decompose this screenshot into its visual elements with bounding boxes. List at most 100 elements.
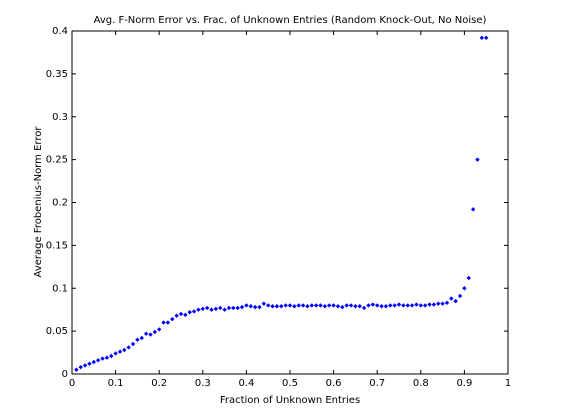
- point: [174, 313, 179, 318]
- point: [300, 303, 306, 308]
- chart-title: Avg. F-Norm Error vs. Frac. of Unknown E…: [94, 15, 487, 26]
- y-tick-label: 0: [62, 369, 68, 380]
- y-tick-label: 0.15: [46, 240, 68, 251]
- plot-area: [71, 30, 509, 375]
- point: [462, 286, 467, 291]
- point: [122, 347, 127, 353]
- point: [475, 157, 480, 162]
- point: [139, 335, 144, 341]
- point: [100, 356, 105, 361]
- point: [436, 301, 441, 306]
- x-tick-label: 0: [69, 378, 75, 389]
- point: [279, 304, 284, 309]
- x-tick-label: 0.3: [195, 378, 211, 389]
- point: [165, 320, 171, 325]
- point: [309, 303, 314, 308]
- point: [414, 302, 419, 307]
- point: [392, 303, 397, 308]
- point: [357, 304, 362, 309]
- point: [466, 275, 471, 281]
- point: [313, 303, 319, 308]
- point: [388, 303, 393, 308]
- point: [178, 311, 184, 317]
- point: [191, 309, 197, 314]
- x-tick-label: 0.7: [369, 378, 385, 389]
- point: [444, 300, 450, 306]
- point: [422, 303, 428, 308]
- y-tick-label: 0.35: [46, 69, 68, 80]
- point: [244, 303, 249, 308]
- point: [361, 305, 367, 311]
- x-tick-label: 0.9: [456, 378, 472, 389]
- y-axis-label: Average Frobenius-Norm Error: [33, 126, 44, 278]
- point: [348, 303, 354, 308]
- point: [113, 351, 118, 356]
- x-axis-label: Fraction of Unknown Entries: [220, 395, 360, 406]
- point: [379, 304, 384, 309]
- point: [130, 341, 136, 347]
- point: [239, 304, 245, 310]
- point: [335, 304, 341, 309]
- point: [375, 303, 380, 308]
- point: [104, 355, 110, 360]
- point: [218, 305, 223, 311]
- point: [274, 304, 280, 309]
- point: [209, 307, 214, 312]
- x-tick-label: 1: [505, 378, 511, 389]
- point: [74, 367, 79, 372]
- point: [418, 303, 423, 308]
- point: [431, 302, 437, 307]
- point: [470, 207, 476, 212]
- point: [287, 303, 293, 308]
- point: [322, 304, 328, 309]
- point: [78, 364, 83, 370]
- point: [117, 349, 123, 354]
- point: [222, 307, 227, 312]
- y-tick-label: 0.4: [52, 26, 68, 37]
- point: [143, 331, 149, 336]
- point: [261, 301, 267, 306]
- point: [405, 303, 410, 308]
- x-tick-label: 0.4: [238, 378, 254, 389]
- point: [331, 303, 336, 308]
- point: [252, 304, 258, 310]
- point: [161, 320, 166, 325]
- point: [318, 303, 323, 308]
- point: [170, 316, 175, 322]
- point: [296, 303, 301, 308]
- point: [383, 304, 389, 309]
- y-tick-label: 0.2: [52, 198, 68, 209]
- point: [484, 35, 489, 41]
- point: [257, 304, 262, 310]
- point: [305, 304, 310, 309]
- point: [370, 302, 376, 307]
- point: [82, 363, 88, 368]
- point: [231, 305, 236, 311]
- point: [157, 327, 162, 332]
- y-tick-label: 0.3: [52, 112, 68, 123]
- point: [200, 306, 205, 312]
- point: [204, 305, 210, 311]
- point: [152, 329, 158, 335]
- x-tick-label: 0.8: [413, 378, 429, 389]
- point: [87, 361, 92, 366]
- x-tick-label: 0.6: [326, 378, 342, 389]
- point: [366, 303, 371, 308]
- point: [292, 304, 297, 309]
- point: [187, 310, 192, 315]
- point: [148, 332, 153, 337]
- point: [135, 337, 140, 342]
- point: [270, 304, 275, 309]
- x-tick-label: 0.1: [108, 378, 124, 389]
- point: [196, 307, 201, 312]
- x-tick-label: 0.5: [282, 378, 298, 389]
- point: [479, 35, 485, 41]
- point: [453, 298, 458, 304]
- y-tick-label: 0.1: [52, 283, 68, 294]
- y-tick-label: 0.25: [46, 155, 68, 166]
- point: [183, 312, 188, 318]
- point: [126, 345, 131, 350]
- point: [409, 303, 415, 308]
- point: [283, 303, 288, 308]
- point: [95, 358, 101, 363]
